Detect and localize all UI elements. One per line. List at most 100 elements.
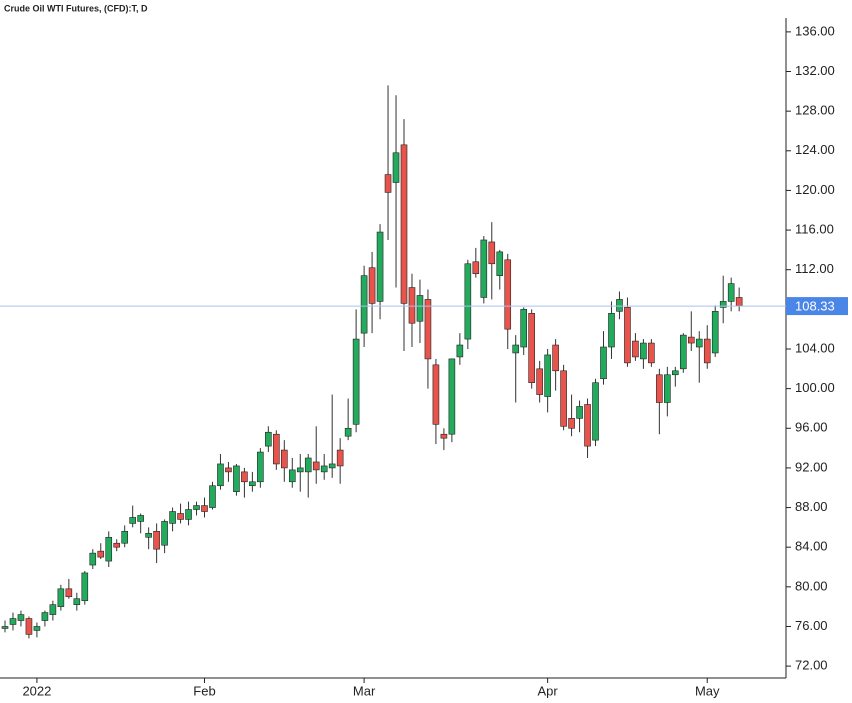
x-tick-label: Apr — [538, 683, 559, 698]
candle-body — [480, 239, 488, 298]
candle-body — [9, 618, 17, 625]
y-tick-label: 132.00 — [795, 63, 835, 78]
y-tick-label: 128.00 — [795, 103, 835, 118]
y-tick-label: 112.00 — [795, 261, 834, 276]
candle-body — [241, 471, 248, 483]
candle-body — [408, 287, 416, 324]
candle-body — [416, 295, 424, 322]
candle-body — [225, 467, 232, 473]
candle-body — [400, 144, 408, 304]
candle-body — [424, 299, 432, 360]
candle-body — [360, 275, 368, 334]
candle-body — [177, 513, 184, 520]
last-price-label: 108.33 — [795, 299, 835, 314]
candle-body — [320, 465, 328, 473]
candle-body — [137, 515, 144, 522]
candle-body — [97, 550, 105, 558]
candle-body — [664, 374, 671, 403]
y-tick-label: 96.00 — [795, 420, 828, 435]
candle-body — [89, 552, 97, 566]
candle-body — [695, 338, 703, 348]
candle-body — [336, 449, 344, 467]
y-tick-label: 124.00 — [795, 142, 835, 157]
candle-body — [41, 612, 49, 621]
candle-body — [161, 521, 168, 546]
candle-body — [368, 267, 376, 304]
candle-body — [735, 297, 743, 307]
candle-body — [687, 336, 695, 344]
candle-body — [49, 604, 57, 615]
candle-body — [608, 313, 615, 348]
candle-body — [145, 533, 152, 538]
candle-body — [169, 511, 176, 524]
candle-body — [568, 418, 575, 429]
candle-body — [17, 614, 25, 621]
candle-body — [672, 370, 679, 376]
y-tick-label: 92.00 — [795, 459, 828, 474]
candle-body — [679, 334, 687, 370]
candle-body — [249, 481, 256, 487]
y-tick-label: 116.00 — [795, 222, 834, 237]
candle-body — [81, 572, 89, 602]
y-tick-label: 72.00 — [795, 658, 828, 673]
candle-body — [432, 364, 440, 425]
chart-title: Crude Oil WTI Futures, (CFD):T, D — [4, 3, 148, 13]
candle-body — [640, 342, 647, 360]
candle-body — [129, 517, 136, 524]
candle-body — [105, 536, 113, 562]
candle-body — [312, 461, 320, 471]
candle-body — [209, 485, 216, 508]
candle-body — [352, 338, 360, 425]
candle-body — [193, 505, 200, 510]
candle-body — [121, 531, 128, 544]
candle-body — [600, 346, 607, 380]
candle-body — [185, 509, 192, 520]
y-tick-label: 76.00 — [795, 618, 828, 633]
candle-body — [496, 251, 504, 276]
candle-body — [376, 231, 384, 302]
candle-body — [456, 344, 464, 358]
candle-body — [488, 241, 496, 265]
y-tick-label: 104.00 — [795, 340, 835, 355]
candle-body — [296, 467, 304, 473]
candle-body — [448, 358, 456, 435]
candle-body — [711, 311, 719, 354]
candle-body — [648, 342, 655, 364]
candle-body — [719, 301, 727, 308]
candle-body — [616, 299, 623, 312]
candle-body — [512, 344, 520, 354]
candle-body — [392, 152, 400, 183]
candle-body — [217, 463, 224, 487]
x-tick-label: Feb — [193, 683, 215, 698]
y-tick-label: 84.00 — [795, 539, 828, 554]
candle-body — [552, 344, 559, 372]
candle-body — [472, 261, 480, 274]
candle-body — [265, 431, 272, 447]
candle-body — [464, 263, 472, 340]
candle-body — [344, 427, 352, 437]
candle-body — [153, 531, 160, 550]
candle-body — [536, 368, 543, 395]
candle-body — [632, 340, 639, 358]
x-tick-label: Mar — [353, 683, 376, 698]
candle-body — [703, 338, 711, 364]
candle-body — [656, 374, 663, 403]
candle-body — [440, 433, 448, 439]
candle-body — [280, 449, 288, 469]
candle-body — [520, 309, 528, 348]
candle-body — [528, 313, 535, 383]
candle-body — [560, 370, 567, 427]
y-tick-label: 100.00 — [795, 380, 835, 395]
candle-body — [584, 404, 591, 447]
candle-body — [273, 433, 280, 465]
y-tick-label: 136.00 — [795, 23, 835, 38]
candle-body — [576, 406, 583, 419]
candle-body — [544, 354, 551, 397]
candle-body — [233, 465, 240, 492]
candle-body — [504, 259, 512, 330]
candle-body — [592, 382, 599, 441]
y-tick-label: 120.00 — [795, 182, 835, 197]
candle-body — [25, 618, 33, 635]
